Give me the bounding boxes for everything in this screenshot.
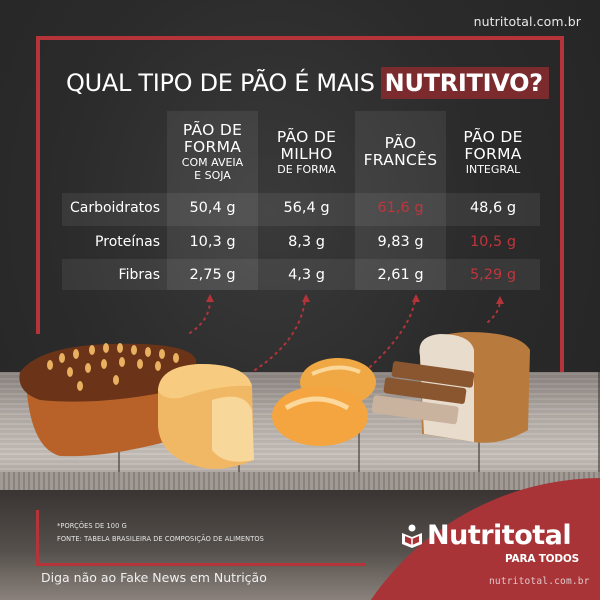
column-shade-3 [355,111,446,290]
table-cell-highlight: 10,5 g [469,234,517,250]
table-cell: 4,3 g [288,267,325,283]
header-line: PÃO DE [182,121,243,139]
row-shade-fibras [62,259,540,290]
table-cell: 8,3 g [288,234,325,250]
table-cell-highlight: 61,6 g [377,200,424,216]
row-shade-carboidratos [62,193,540,226]
header-line: MILHO [280,144,333,163]
table-cell-highlight: 5,29 g [469,267,517,283]
frame-border-right [560,36,564,481]
tagline: Diga não ao Fake News em Nutrição [41,570,267,585]
brand-name: Nutritotal [427,520,572,551]
header-line: PÃO DE [276,127,337,146]
site-url-bottom: nutritotal.com.br [489,576,590,587]
header-line: FRANCÊS [363,151,438,169]
site-url-top: nutritotal.com.br [473,14,581,29]
brand-logo: Nutritotal [401,520,572,551]
header-line: FORMA [183,138,242,156]
header-line: PÃO [384,134,417,152]
column-header-pao-milho-forma: PÃO DE MILHO DE FORMA [258,111,355,193]
row-label-proteinas: Proteínas [95,234,160,250]
row-label-fibras: Fibras [118,267,160,283]
whole-wheat-loaf-icon [371,332,530,443]
footnote-bracket-horizontal [36,563,366,566]
table-cell: 50,4 g [189,200,236,216]
header-line: PÃO DE [463,127,523,146]
table-cell: 10,3 g [189,234,236,250]
title-highlight: NUTRITIVO? [380,67,549,99]
header-subline: COM AVEIA [181,156,244,169]
french-bread-icon [272,358,376,446]
table-cell: 2,75 g [189,267,236,283]
column-header-pao-frances: PÃO FRANCÊS [355,111,446,193]
nutritotal-logo-icon [402,524,422,548]
column-header-pao-forma-integral: PÃO DE FORMA INTEGRAL [446,111,540,193]
column-shade-1 [167,111,258,290]
footnote-portion: *PORÇÕES DE 100 G [57,522,127,530]
title-prefix: QUAL TIPO DE PÃO É MAIS [66,69,375,97]
oat-soy-loaf-icon [19,343,197,457]
header-subline: E SOJA [194,169,231,182]
wooden-table-edge [0,472,600,490]
frame-border-top [36,36,564,40]
table-cell: 9,83 g [377,234,424,250]
footnote-source: FONTE: TABELA BRASILEIRA DE COMPOSIÇÃO D… [57,535,264,543]
breads-illustration [19,332,530,469]
brand-tagline: PARA TODOS [505,553,580,565]
table-cell: 48,6 g [469,200,517,216]
footnote-bracket-vertical [36,510,39,566]
header-subline: DE FORMA [277,162,336,176]
frame-border-left [36,36,40,334]
table-cell: 56,4 g [283,200,330,216]
column-header-pao-forma-aveia-soja: PÃO DE FORMA COM AVEIA E SOJA [167,111,258,193]
row-label-carboidratos: Carboidratos [69,200,160,216]
table-cell: 2,61 g [377,267,424,283]
header-line: FORMA [464,144,522,163]
corn-loaf-icon [158,364,254,469]
page-title: QUAL TIPO DE PÃO É MAIS NUTRITIVO? [66,67,549,99]
header-subline: INTEGRAL [465,162,521,176]
